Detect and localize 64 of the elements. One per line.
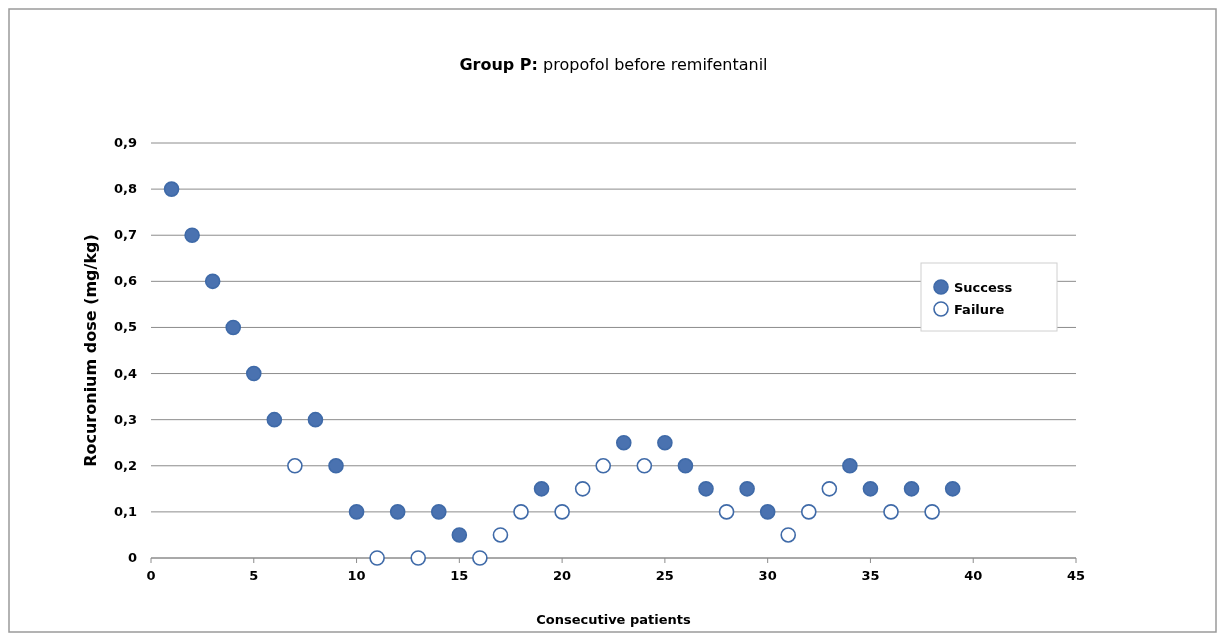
point (369, 550, 385, 566)
point (615, 434, 632, 451)
x-tick-label: 25 (655, 568, 674, 583)
point (903, 481, 920, 497)
point (718, 504, 735, 520)
y-tick-label: 0,6 (113, 273, 137, 289)
y-tick-label: 0,2 (113, 457, 137, 473)
legend-label: Failure (954, 302, 1005, 317)
chart-title: Group P: propofol before remifentanil (459, 55, 768, 74)
point (657, 434, 673, 451)
point (924, 504, 940, 520)
point (307, 411, 324, 428)
point (636, 457, 653, 474)
point (533, 481, 550, 497)
y-tick-label: 0,3 (113, 411, 137, 427)
legend-label: Success (954, 280, 1013, 295)
y-axis-title: Rocuronium dose (mg/kg) (81, 234, 100, 467)
point (800, 504, 817, 520)
y-tick-label: 0,9 (113, 135, 137, 150)
point (266, 411, 283, 428)
y-tick-label: 0 (127, 550, 137, 565)
point (574, 481, 591, 497)
point (225, 319, 242, 336)
point (595, 457, 612, 474)
point (739, 481, 755, 497)
point (184, 227, 200, 244)
x-tick-label: 40 (964, 568, 983, 583)
y-tick-label: 0,4 (113, 365, 137, 381)
point (430, 504, 447, 520)
y-tick-label: 0,8 (113, 181, 137, 197)
x-axis-title: Consecutive patients (536, 612, 692, 627)
x-tick-label: 0 (146, 568, 156, 583)
point (677, 457, 694, 474)
x-tick-label: 10 (347, 568, 366, 583)
x-tick-label: 20 (553, 568, 572, 583)
y-tick-label: 0,1 (113, 503, 137, 519)
y-tick-label: 0,5 (113, 319, 137, 335)
point (163, 181, 180, 197)
x-tick-label: 35 (861, 568, 880, 583)
point (842, 457, 858, 474)
point (245, 365, 262, 382)
point (944, 481, 961, 497)
point (389, 504, 406, 520)
point (821, 481, 838, 497)
x-tick-label: 15 (450, 568, 469, 583)
point (698, 481, 714, 497)
point (410, 550, 427, 566)
point (780, 527, 797, 543)
point (328, 457, 344, 474)
point (472, 550, 488, 566)
point (759, 504, 776, 520)
x-tick-label: 30 (758, 568, 777, 583)
point (513, 504, 529, 520)
point (348, 504, 365, 520)
point (451, 527, 468, 543)
point (862, 481, 879, 497)
x-tick-label: 45 (1066, 568, 1086, 583)
point (287, 457, 303, 474)
point (883, 504, 899, 520)
y-tick-label: 0,7 (113, 227, 137, 243)
point (204, 273, 221, 290)
x-tick-label: 5 (249, 568, 259, 583)
point (554, 504, 570, 520)
point (492, 527, 509, 543)
